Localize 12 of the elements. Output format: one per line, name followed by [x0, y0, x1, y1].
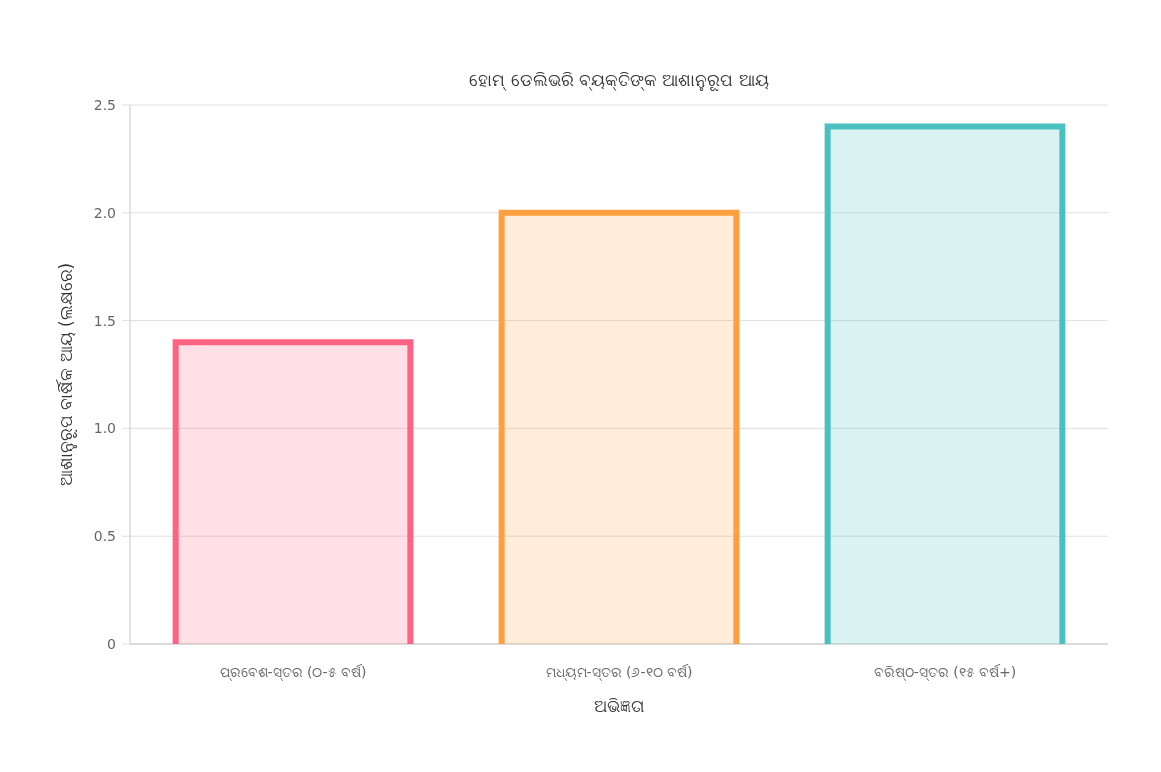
xtick: ପ୍ରବେଶ-ସ୍ତର (୦-୫ ବର୍ଷ) [219, 664, 367, 680]
ytick: 0 [107, 636, 116, 652]
ytick: 2.5 [93, 97, 116, 113]
title: ହୋମ୍ ଡେଲିଭରି ବ୍ୟକ୍ତିଙ୍କ ଆଶାନୁରୂପ ଆୟ [469, 70, 769, 90]
ytick: 1.5 [93, 312, 116, 329]
ytick: 0.5 [93, 528, 116, 545]
xtick: ବରିଷ୍ଠ-ସ୍ତର (୧୫ ବର୍ଷ+) [873, 664, 1017, 680]
ytick: 1.0 [93, 420, 116, 437]
xtick: ମଧ୍ୟମ-ସ୍ତର (୬-୧୦ ବର୍ଷ) [545, 664, 693, 680]
xlabel: ଅଭିଜ୍ଞତା [593, 696, 645, 716]
ytick: 2.0 [93, 204, 116, 221]
ylabel: ଆଶାନୁରୂପ ବାର୍ଷିକ ଆୟ (ଲକ୍ଷରେ) [56, 262, 76, 487]
